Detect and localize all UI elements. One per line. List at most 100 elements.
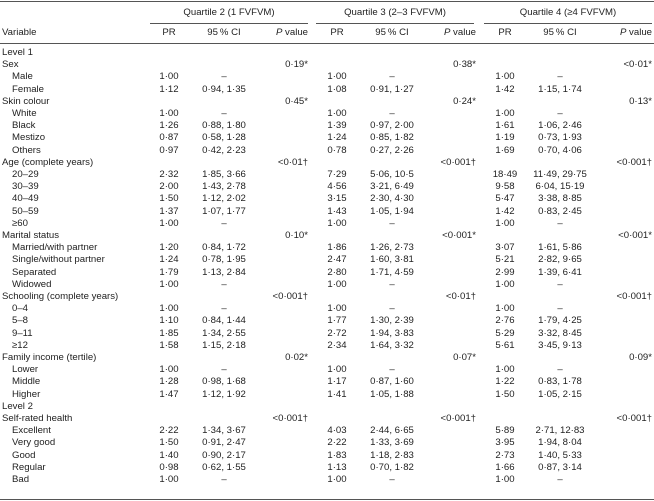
ci-value-quartile-4: 11·49, 29·75 [533,169,587,180]
ci-value-quartile-3: 5·06, 10·5 [370,169,414,180]
ci-value-quartile-4: – [557,474,563,485]
pr-value-quartile-4: 1·00 [495,278,515,290]
p-value-suffix: value [450,27,476,38]
ci-value-quartile-2: 1·43, 2·78 [202,181,246,193]
pr-value-quartile-3: 1·77 [327,315,347,327]
subcategory-label: Bad [12,474,30,485]
p-value-quartile-4: <0·01* [623,59,652,71]
pr-value-quartile-4: 1·00 [495,364,515,376]
category-label: Age (complete years) [2,156,94,168]
pr-value-quartile-4: 3·07 [495,242,515,254]
pr-value-quartile-4: 1·42 [495,83,515,95]
pr-value-quartile-3: 2·47 [327,254,347,266]
pr-value-quartile-3: 7·29 [327,169,347,180]
ci-value-quartile-3: 0·70, 1·82 [370,461,414,473]
pr-value-quartile-3: 1·00 [327,108,347,119]
ci-value-quartile-2: – [221,278,227,290]
ci-value-quartile-2: 0·90, 2·17 [202,449,246,461]
pr-value-quartile-2: 1·37 [159,205,179,217]
pr-value-quartile-3: 1·00 [327,364,347,376]
pr-value-quartile-3: 1·24 [327,132,347,144]
ci-value-quartile-4: 1·94, 8·04 [538,437,582,449]
pr-value-quartile-3: 2·72 [327,327,347,339]
ci-value-quartile-4: 0·70, 4·06 [538,144,582,156]
ci-value-quartile-4: 0·87, 3·14 [538,461,582,473]
ci-value-quartile-2: 0·84, 1·44 [202,315,246,327]
pr-value-quartile-3: 1·43 [327,205,347,217]
pr-value-quartile-4: 1·00 [495,474,515,485]
p-value-quartile-3: <0·01† [445,291,476,302]
subcategory-label: Married/with partner [12,242,98,254]
pr-value-quartile-4: 1·69 [495,144,515,156]
pr-value-quartile-2: 0·87 [159,132,179,144]
column-header-ci-quartile-3: 95 % CI [375,27,409,38]
group-rule-quartile-2 [150,23,308,24]
ci-value-quartile-2: 1·12, 2·02 [202,193,246,205]
pr-value-quartile-4: 1·22 [495,376,515,388]
column-header-p-value-quartile-3: P value [426,27,476,39]
ci-value-quartile-3: 2·30, 4·30 [370,193,414,205]
category-label: Marital status [2,230,60,241]
subcategory-label: 50–59 [12,205,39,217]
level-label: Level 1 [2,47,33,58]
pr-value-quartile-4: 1·00 [495,108,515,119]
pr-value-quartile-3: 0·78 [327,144,347,156]
ci-value-quartile-2: 0·98, 1·68 [202,376,246,388]
pr-value-quartile-2: 1·00 [159,217,179,229]
subcategory-label: ≥12 [12,339,28,351]
ci-value-quartile-2: 1·85, 3·66 [202,169,246,180]
pr-value-quartile-2: 2·00 [159,181,179,193]
ci-value-quartile-3: 0·87, 1·60 [370,376,414,388]
group-header-quartile-2: Quartile 2 (1 FVFVM) [183,7,275,18]
p-value-quartile-2: 0·10* [285,230,308,241]
p-value-quartile-3: <0·001† [440,413,476,424]
category-label: Schooling (complete years) [2,291,119,302]
pr-value-quartile-3: 3·15 [327,193,347,205]
pr-value-quartile-2: 1·26 [159,120,179,132]
ci-value-quartile-2: 1·34, 2·55 [202,327,246,339]
pr-value-quartile-3: 1·17 [327,376,347,388]
category-label: Skin colour [2,95,50,107]
p-value-quartile-2: 0·45* [285,95,308,107]
column-header-pr-quartile-2: PR [162,27,176,38]
ci-value-quartile-3: 0·27, 2·26 [370,144,414,156]
p-value-quartile-4: 0·13* [629,95,652,107]
p-letter: P [619,27,627,38]
subcategory-label: 0–4 [12,303,29,315]
ci-value-quartile-4: – [557,278,563,290]
ci-value-quartile-4: 1·15, 1·74 [538,83,582,95]
ci-value-quartile-4: 0·83, 1·78 [538,376,582,388]
ci-value-quartile-2: 1·12, 1·92 [202,388,246,400]
group-rule-quartile-3 [316,23,474,24]
pr-value-quartile-3: 1·00 [327,71,347,83]
ci-value-quartile-4: – [557,303,563,315]
subcategory-label: Good [12,449,36,461]
pr-value-quartile-2: 1·00 [159,278,179,290]
category-label: Self-rated health [2,413,73,424]
column-header-ci-quartile-2: 95 % CI [207,27,241,38]
subcategory-label: Single/without partner [12,254,105,266]
p-value-quartile-3: <0·001* [442,230,476,241]
p-value-quartile-2: 0·02* [285,352,308,363]
ci-value-quartile-3: 1·60, 3·81 [370,254,414,266]
ci-value-quartile-2: 1·07, 1·77 [202,205,246,217]
pr-value-quartile-2: 1·20 [159,242,179,254]
pr-value-quartile-4: 1·42 [495,205,515,217]
p-value-quartile-3: 0·07* [453,352,476,363]
pr-value-quartile-3: 1·13 [327,461,347,473]
table-top-rule [0,1,654,2]
pr-value-quartile-2: 1·58 [159,339,179,351]
pr-value-quartile-4: 9·58 [495,181,515,193]
column-header-pr-quartile-4: PR [498,27,512,38]
ci-value-quartile-2: – [221,217,227,229]
pr-value-quartile-3: 1·83 [327,449,347,461]
pr-value-quartile-2: 2·32 [159,169,179,180]
ci-value-quartile-4: 1·06, 2·46 [538,120,582,132]
pr-value-quartile-4: 1·00 [495,71,515,83]
pr-value-quartile-2: 1·79 [159,266,179,278]
p-value-quartile-2: <0·01† [277,156,308,168]
ci-value-quartile-4: – [557,108,563,119]
pr-value-quartile-3: 4·03 [327,425,347,437]
ci-value-quartile-2: 0·58, 1·28 [202,132,246,144]
pr-value-quartile-4: 5·47 [495,193,515,205]
